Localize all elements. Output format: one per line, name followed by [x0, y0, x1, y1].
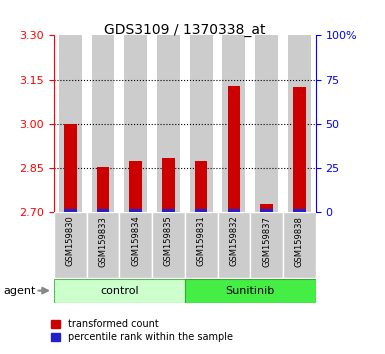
Bar	[54, 279, 185, 303]
Bar	[195, 161, 208, 212]
Text: GDS3109 / 1370338_at: GDS3109 / 1370338_at	[104, 23, 266, 37]
Bar	[64, 124, 77, 212]
Text: GSM159831: GSM159831	[197, 216, 206, 267]
Legend: transformed count, percentile rank within the sample: transformed count, percentile rank withi…	[51, 319, 233, 342]
Bar	[129, 161, 142, 212]
Bar	[152, 212, 185, 278]
Bar	[185, 279, 316, 303]
Text: GSM159837: GSM159837	[262, 216, 271, 267]
Bar	[293, 87, 306, 212]
Bar	[162, 158, 175, 212]
Bar	[250, 212, 283, 278]
Bar	[114, 35, 124, 212]
Bar	[255, 35, 278, 212]
Bar	[87, 212, 119, 278]
Bar	[162, 209, 175, 212]
Text: GSM159835: GSM159835	[164, 216, 173, 267]
Bar	[278, 35, 288, 212]
Bar	[245, 35, 255, 212]
Bar	[82, 35, 92, 212]
Bar	[260, 209, 273, 212]
Bar	[119, 212, 152, 278]
Bar	[54, 212, 87, 278]
Bar	[190, 35, 213, 212]
Bar	[228, 86, 240, 212]
Bar	[157, 35, 180, 212]
Text: control: control	[100, 286, 139, 296]
Bar	[288, 35, 311, 212]
Bar	[185, 212, 218, 278]
Bar	[180, 35, 190, 212]
Bar	[228, 209, 240, 212]
Bar	[293, 209, 306, 212]
Bar	[124, 35, 147, 212]
Text: GSM159838: GSM159838	[295, 216, 304, 267]
Bar	[97, 167, 109, 212]
Text: GSM159832: GSM159832	[229, 216, 238, 267]
Text: GSM159830: GSM159830	[66, 216, 75, 267]
Bar	[92, 35, 114, 212]
Bar	[59, 35, 82, 212]
Bar	[213, 35, 223, 212]
Text: agent: agent	[4, 286, 36, 296]
Bar	[195, 209, 208, 212]
Bar	[147, 35, 157, 212]
Bar	[283, 212, 316, 278]
Bar	[223, 35, 245, 212]
Text: Sunitinib: Sunitinib	[226, 286, 275, 296]
Bar	[218, 212, 250, 278]
Text: GSM159834: GSM159834	[131, 216, 140, 267]
Bar	[129, 209, 142, 212]
Bar	[260, 204, 273, 212]
Text: GSM159833: GSM159833	[99, 216, 107, 267]
Bar	[64, 209, 77, 212]
Bar	[97, 209, 109, 212]
